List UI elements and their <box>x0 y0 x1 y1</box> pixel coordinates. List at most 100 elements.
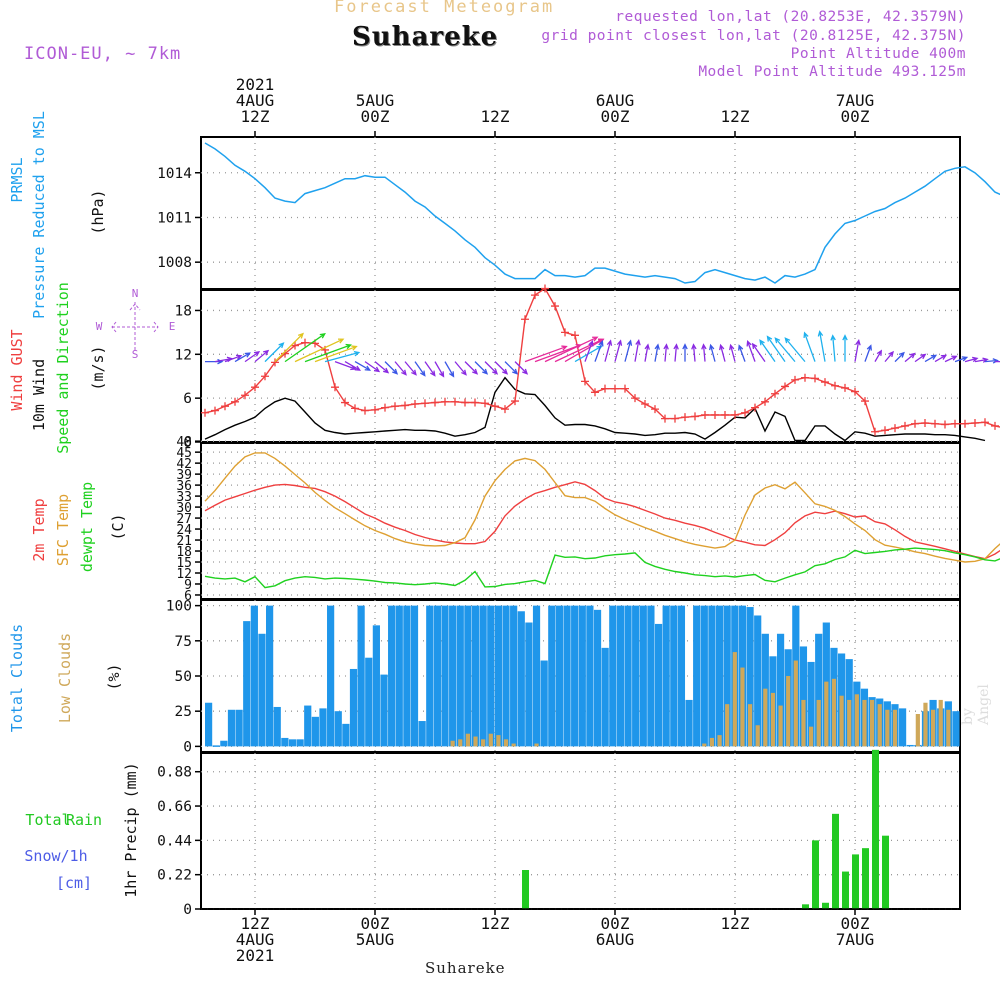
series-line-dewpt-temp <box>204 547 1000 589</box>
gust-marker <box>651 405 659 414</box>
point-altitude: Point Altitude 400m <box>790 46 966 62</box>
wind-direction-arrow <box>673 343 679 362</box>
time-label-bottom: 2021 <box>236 946 275 965</box>
gust-marker <box>411 400 419 408</box>
wind-direction-arrow <box>494 361 509 375</box>
bar-total-clouds <box>327 605 335 747</box>
gust-marker <box>881 426 889 435</box>
time-label-bottom: 5AUG <box>356 930 395 949</box>
bar-total-clouds <box>700 605 708 747</box>
wind-direction-arrow <box>884 350 894 363</box>
tick-label-y-wind: 6 <box>183 391 192 407</box>
bar-total-clouds <box>494 605 502 747</box>
bar-total-clouds <box>624 605 632 747</box>
gust-marker <box>631 394 639 403</box>
wind-direction-arrow <box>474 361 489 375</box>
time-label-top: 7AUG <box>836 91 875 110</box>
bar-total-clouds <box>502 605 510 747</box>
bar-low-clouds <box>458 739 463 747</box>
series-line-10m-wind <box>204 376 986 442</box>
bar-low-clouds <box>747 704 753 747</box>
bar-total-clouds <box>449 605 457 747</box>
time-label-top: 00Z <box>601 107 630 126</box>
bar-low-clouds <box>885 709 890 747</box>
gust-marker <box>501 405 509 414</box>
bar-low-clouds <box>755 725 760 747</box>
gust-marker <box>641 400 649 408</box>
bar-total-clouds <box>418 721 426 747</box>
gust-marker <box>301 338 309 347</box>
wind-direction-arrow <box>774 337 796 363</box>
bar-low-clouds <box>839 695 844 747</box>
panel-label-rain: Rain <box>66 811 102 829</box>
time-label-top: 5AUG <box>356 91 395 110</box>
bar-total-clouds <box>715 605 724 747</box>
gust-marker <box>551 302 559 311</box>
bar-total-clouds <box>273 706 281 747</box>
bar-total-clouds <box>349 668 358 747</box>
bar-rain <box>812 840 819 909</box>
tick-label-y-temperature: 33 <box>176 490 192 505</box>
tick-label-y-precip: 0.44 <box>157 833 192 849</box>
bar-low-clouds <box>831 678 837 747</box>
gust-marker <box>981 418 989 427</box>
bar-total-clouds <box>510 605 518 747</box>
bar-low-clouds <box>534 743 539 747</box>
requested-point: requested lon,lat (20.8253E, 42.3579N) <box>615 9 966 25</box>
gust-marker <box>351 404 359 413</box>
gust-marker <box>791 375 799 384</box>
gust-marker <box>891 424 899 433</box>
bar-low-clouds <box>869 699 875 747</box>
tick-label-y-clouds: 25 <box>175 704 192 720</box>
wind-direction-arrow <box>751 342 766 362</box>
bar-total-clouds <box>601 647 609 747</box>
bar-low-clouds <box>778 705 783 747</box>
wind-direction-arrow <box>234 352 252 363</box>
wind-direction-arrow <box>995 360 1000 363</box>
gust-marker <box>591 388 599 397</box>
gust-marker <box>291 341 299 350</box>
gust-marker <box>491 402 499 411</box>
gust-marker <box>581 377 589 386</box>
bar-total-clouds <box>815 633 823 747</box>
gust-marker <box>341 398 349 407</box>
gust-marker <box>971 419 979 427</box>
bar-total-clouds <box>952 711 960 747</box>
series-line-2m-temp <box>204 481 1000 560</box>
time-label-bottom: 00Z <box>601 914 630 933</box>
wind-direction-arrow <box>614 339 623 362</box>
compass-e: E <box>169 320 176 333</box>
tick-label-y-clouds: 0 <box>183 739 192 755</box>
tick-label-y-precip: 0.88 <box>157 765 192 781</box>
gust-marker <box>761 397 769 406</box>
tick-label-y-temperature: 30 <box>176 501 192 516</box>
gust-marker <box>201 408 209 417</box>
station-title: Suhareke <box>352 22 499 52</box>
wind-direction-arrow <box>830 334 836 362</box>
bar-low-clouds <box>450 740 455 747</box>
wind-direction-arrow <box>624 339 633 362</box>
gust-marker <box>251 383 259 392</box>
tick-label-y-temperature: 39 <box>176 468 192 483</box>
bar-total-clouds <box>616 605 625 747</box>
gust-marker <box>371 405 379 414</box>
bar-total-clouds <box>250 605 258 747</box>
time-label-top: 6AUG <box>596 91 635 110</box>
bar-total-clouds <box>532 605 541 747</box>
panel-label-pressure-msl: Pressure Reduced to MSL <box>30 111 48 319</box>
gust-marker <box>471 398 479 407</box>
bar-total-clouds <box>540 660 548 747</box>
time-label-top: 00Z <box>361 107 390 126</box>
tick-label-y-temperature: 21 <box>176 534 192 549</box>
wind-direction-arrow <box>904 352 916 363</box>
bar-low-clouds <box>847 699 852 747</box>
wind-direction-arrow <box>944 355 958 363</box>
tick-label-y-temperature: 6 <box>184 589 192 604</box>
bar-rain <box>832 813 839 909</box>
gust-marker <box>441 397 449 406</box>
bar-total-clouds <box>670 605 678 747</box>
wind-direction-arrow <box>205 358 224 365</box>
gust-marker <box>521 315 529 324</box>
bar-total-clouds <box>647 605 655 747</box>
bar-low-clouds <box>824 681 829 747</box>
